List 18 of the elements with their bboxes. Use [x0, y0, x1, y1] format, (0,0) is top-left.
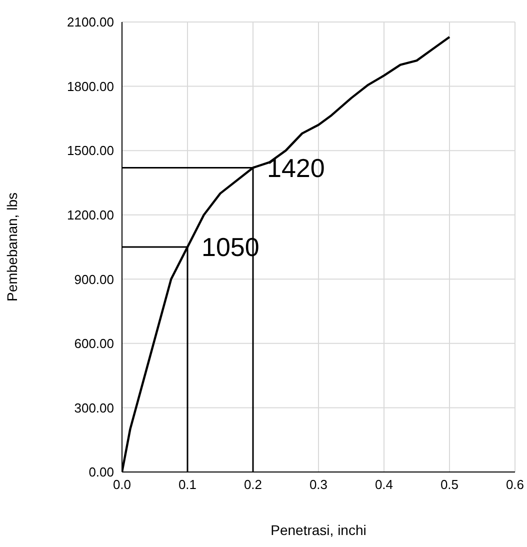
x-tick-label: 0.5: [440, 477, 459, 492]
y-tick-label: 300.00: [74, 400, 114, 416]
y-tick-label: 600.00: [74, 336, 114, 352]
x-tick-label: 0.6: [506, 477, 524, 492]
y-axis-title: Pembebanan, lbs: [4, 192, 20, 302]
x-tick-label: 0.0: [112, 477, 132, 492]
y-tick-label: 1500.00: [67, 143, 114, 158]
y-tick-label: 1200.00: [67, 207, 114, 222]
annotation: 1420: [267, 152, 325, 183]
x-tick-label: 0.3: [309, 477, 328, 492]
x-tick-label: 0.2: [244, 477, 262, 492]
x-axis-title: Penetrasi, inchi: [270, 522, 366, 538]
y-tick-label: 2100.00: [67, 14, 114, 30]
y-tick-label: 1800.00: [67, 78, 114, 94]
y-tick-label: 0.00: [88, 464, 114, 480]
x-tick-label: 0.4: [374, 477, 394, 492]
y-tick-label: 900.00: [74, 272, 114, 287]
x-tick-label: 0.1: [178, 477, 197, 492]
